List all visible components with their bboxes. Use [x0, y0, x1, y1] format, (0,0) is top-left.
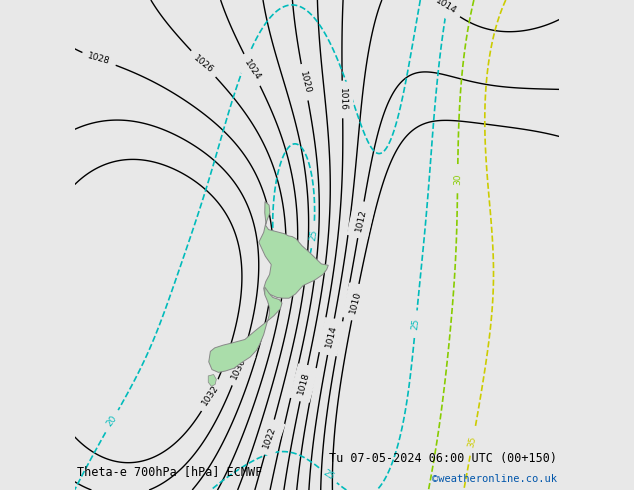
Text: 1026: 1026 [191, 53, 215, 74]
Text: 1022: 1022 [261, 425, 278, 449]
Text: 1030: 1030 [230, 356, 247, 381]
Text: ©weatheronline.co.uk: ©weatheronline.co.uk [432, 474, 557, 484]
Text: 1014: 1014 [324, 324, 338, 349]
Text: Tu 07-05-2024 06:00 UTC (00+150): Tu 07-05-2024 06:00 UTC (00+150) [329, 451, 557, 465]
Text: 25: 25 [410, 318, 421, 330]
Text: 1020: 1020 [297, 70, 312, 95]
Text: 1028: 1028 [87, 51, 111, 67]
Text: 1014: 1014 [434, 0, 458, 16]
Text: 1018: 1018 [297, 371, 311, 395]
Polygon shape [259, 201, 328, 298]
Text: 25: 25 [308, 228, 319, 241]
Text: 1012: 1012 [354, 208, 368, 232]
Text: 1016: 1016 [338, 88, 347, 111]
Text: 35: 35 [467, 436, 478, 449]
Text: 1010: 1010 [348, 290, 363, 315]
Text: 1024: 1024 [242, 58, 262, 82]
Text: Theta-e 700hPa [hPa] ECMWF: Theta-e 700hPa [hPa] ECMWF [77, 465, 262, 478]
Text: 30: 30 [453, 173, 462, 185]
Text: 20: 20 [105, 414, 119, 428]
Polygon shape [209, 287, 282, 372]
Text: 25: 25 [321, 468, 335, 482]
Polygon shape [208, 374, 216, 387]
Text: 1032: 1032 [200, 384, 221, 407]
